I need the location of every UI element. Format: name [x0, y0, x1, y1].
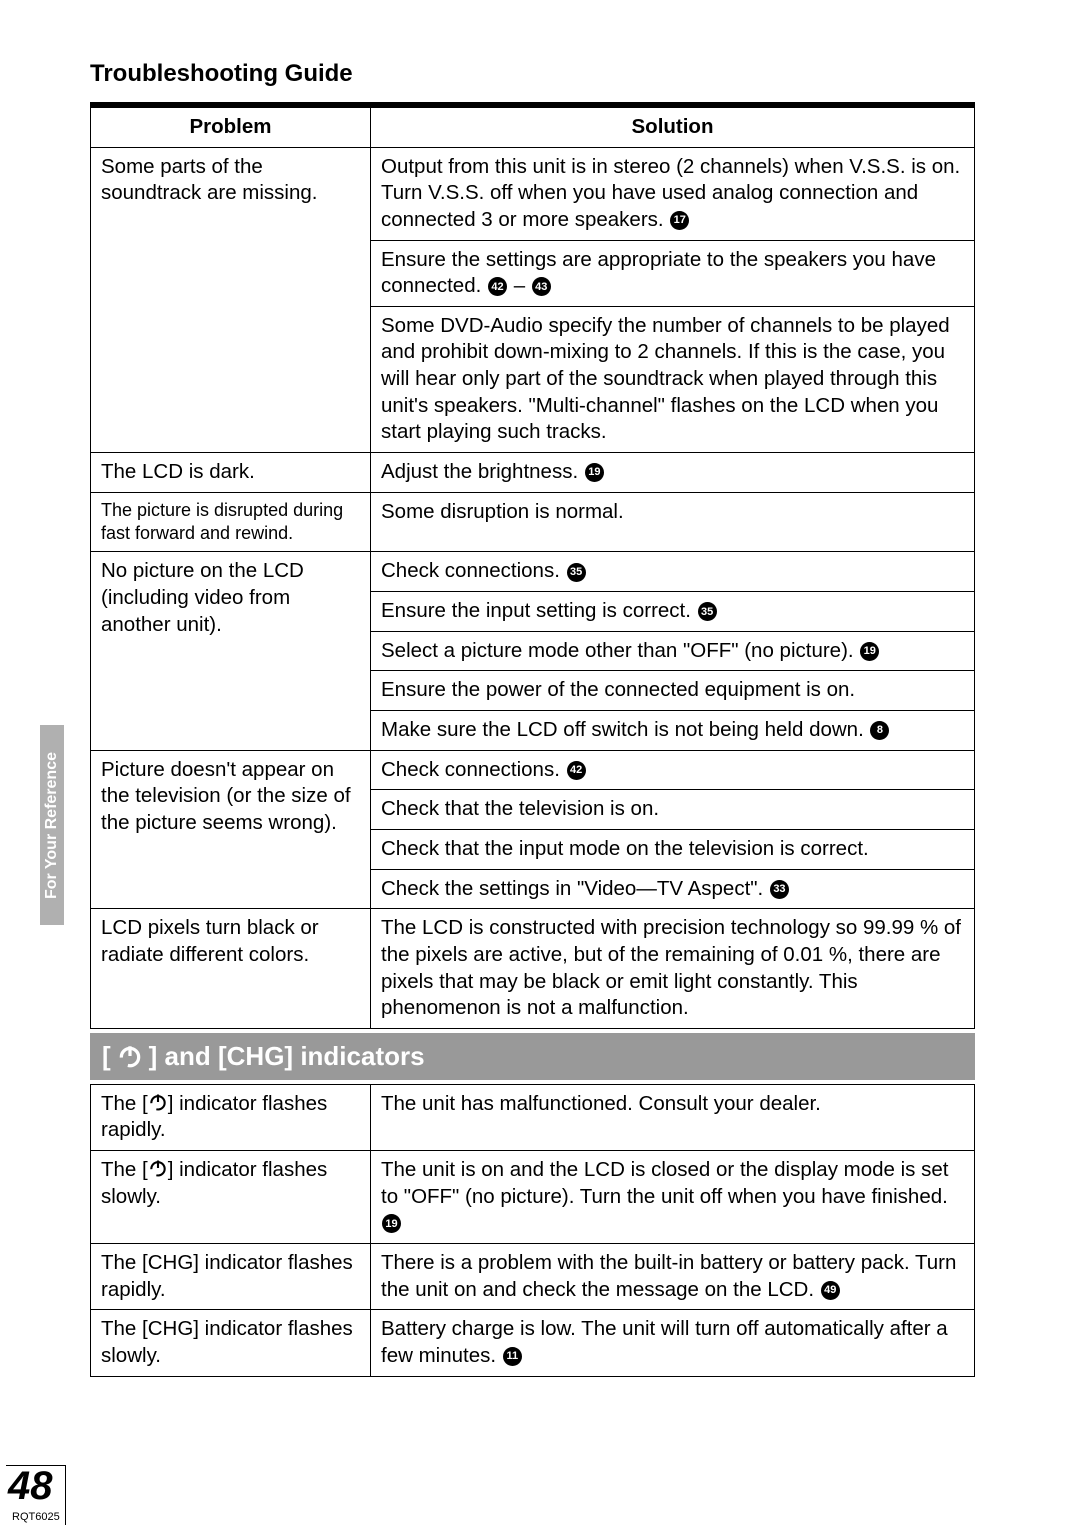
- solution-cell: Check connections. 42: [371, 750, 975, 790]
- solution-cell: Ensure the power of the connected equipm…: [371, 671, 975, 711]
- page-ref-badge: 19: [860, 642, 879, 661]
- power-icon: [148, 1158, 168, 1178]
- section-title-text: ] and [CHG] indicators: [149, 1041, 425, 1072]
- page-ref-badge: 35: [698, 602, 717, 621]
- table-row: The [ ] indicator flashes slowly.The uni…: [91, 1151, 975, 1244]
- power-icon: [148, 1092, 168, 1112]
- problem-cell: Picture doesn't appear on the television…: [91, 750, 371, 909]
- main-content: Problem Solution Some parts of the sound…: [90, 102, 975, 1377]
- table-row: Picture doesn't appear on the television…: [91, 750, 975, 790]
- table-row: The picture is disrupted during fast for…: [91, 492, 975, 552]
- solution-cell: Select a picture mode other than "OFF" (…: [371, 631, 975, 671]
- solution-cell: Battery charge is low. The unit will tur…: [371, 1310, 975, 1376]
- problem-cell: Some parts of the soundtrack are missing…: [91, 147, 371, 452]
- solution-cell: The LCD is constructed with precision te…: [371, 909, 975, 1029]
- table-row: Some parts of the soundtrack are missing…: [91, 147, 975, 240]
- page-ref-badge: 35: [567, 563, 586, 582]
- col-header-solution: Solution: [371, 108, 975, 147]
- table-row: No picture on the LCD (including video f…: [91, 552, 975, 592]
- solution-cell: Make sure the LCD off switch is not bein…: [371, 711, 975, 751]
- table-row: The LCD is dark.Adjust the brightness. 1…: [91, 453, 975, 493]
- power-icon: [117, 1043, 143, 1069]
- page-ref-badge: 42: [488, 277, 507, 296]
- problem-cell: The LCD is dark.: [91, 453, 371, 493]
- solution-cell: Some DVD-Audio specify the number of cha…: [371, 306, 975, 452]
- solution-cell: Ensure the input setting is correct. 35: [371, 592, 975, 632]
- page-ref-badge: 19: [585, 463, 604, 482]
- page-ref-badge: 49: [821, 1281, 840, 1300]
- solution-cell: The unit has malfunctioned. Consult your…: [371, 1084, 975, 1150]
- table-row: The [CHG] indicator flashes rapidly.Ther…: [91, 1244, 975, 1310]
- side-tab-label: For Your Reference: [40, 725, 64, 925]
- solution-cell: There is a problem with the built-in bat…: [371, 1244, 975, 1310]
- indicators-table: The [ ] indicator flashes rapidly.The un…: [90, 1084, 975, 1377]
- solution-cell: The unit is on and the LCD is closed or …: [371, 1151, 975, 1244]
- problem-cell: No picture on the LCD (including video f…: [91, 552, 371, 750]
- document-id: RQT6025: [12, 1511, 60, 1523]
- page-number: 48: [8, 1464, 53, 1509]
- solution-cell: Output from this unit is in stereo (2 ch…: [371, 147, 975, 240]
- troubleshooting-table: Problem Solution Some parts of the sound…: [90, 108, 975, 1029]
- problem-cell: The [CHG] indicator flashes slowly.: [91, 1310, 371, 1376]
- solution-cell: Adjust the brightness. 19: [371, 453, 975, 493]
- problem-cell: The [ ] indicator flashes slowly.: [91, 1151, 371, 1244]
- problem-cell: LCD pixels turn black or radiate differe…: [91, 909, 371, 1029]
- table-row: The [ ] indicator flashes rapidly.The un…: [91, 1084, 975, 1150]
- page-ref-badge: 17: [670, 211, 689, 230]
- page-ref-badge: 42: [567, 761, 586, 780]
- page-title: Troubleshooting Guide: [90, 60, 353, 88]
- problem-cell: The [ ] indicator flashes rapidly.: [91, 1084, 371, 1150]
- page-ref-badge: 19: [382, 1214, 401, 1233]
- solution-cell: Check the settings in "Video—TV Aspect".…: [371, 869, 975, 909]
- section-header-indicators: [ ] and [CHG] indicators: [90, 1033, 975, 1080]
- problem-cell: The picture is disrupted during fast for…: [91, 492, 371, 552]
- table-row: LCD pixels turn black or radiate differe…: [91, 909, 975, 1029]
- page-ref-badge: 11: [503, 1347, 522, 1366]
- solution-cell: Some disruption is normal.: [371, 492, 975, 552]
- solution-cell: Check that the input mode on the televis…: [371, 829, 975, 869]
- solution-cell: Check that the television is on.: [371, 790, 975, 830]
- solution-cell: Check connections. 35: [371, 552, 975, 592]
- col-header-problem: Problem: [91, 108, 371, 147]
- section-title-text: [: [102, 1041, 111, 1072]
- page-ref-badge: 8: [870, 721, 889, 740]
- problem-cell: The [CHG] indicator flashes rapidly.: [91, 1244, 371, 1310]
- table-row: The [CHG] indicator flashes slowly.Batte…: [91, 1310, 975, 1376]
- solution-cell: Ensure the settings are appropriate to t…: [371, 240, 975, 306]
- page-ref-badge: 33: [770, 880, 789, 899]
- page-ref-badge: 43: [532, 277, 551, 296]
